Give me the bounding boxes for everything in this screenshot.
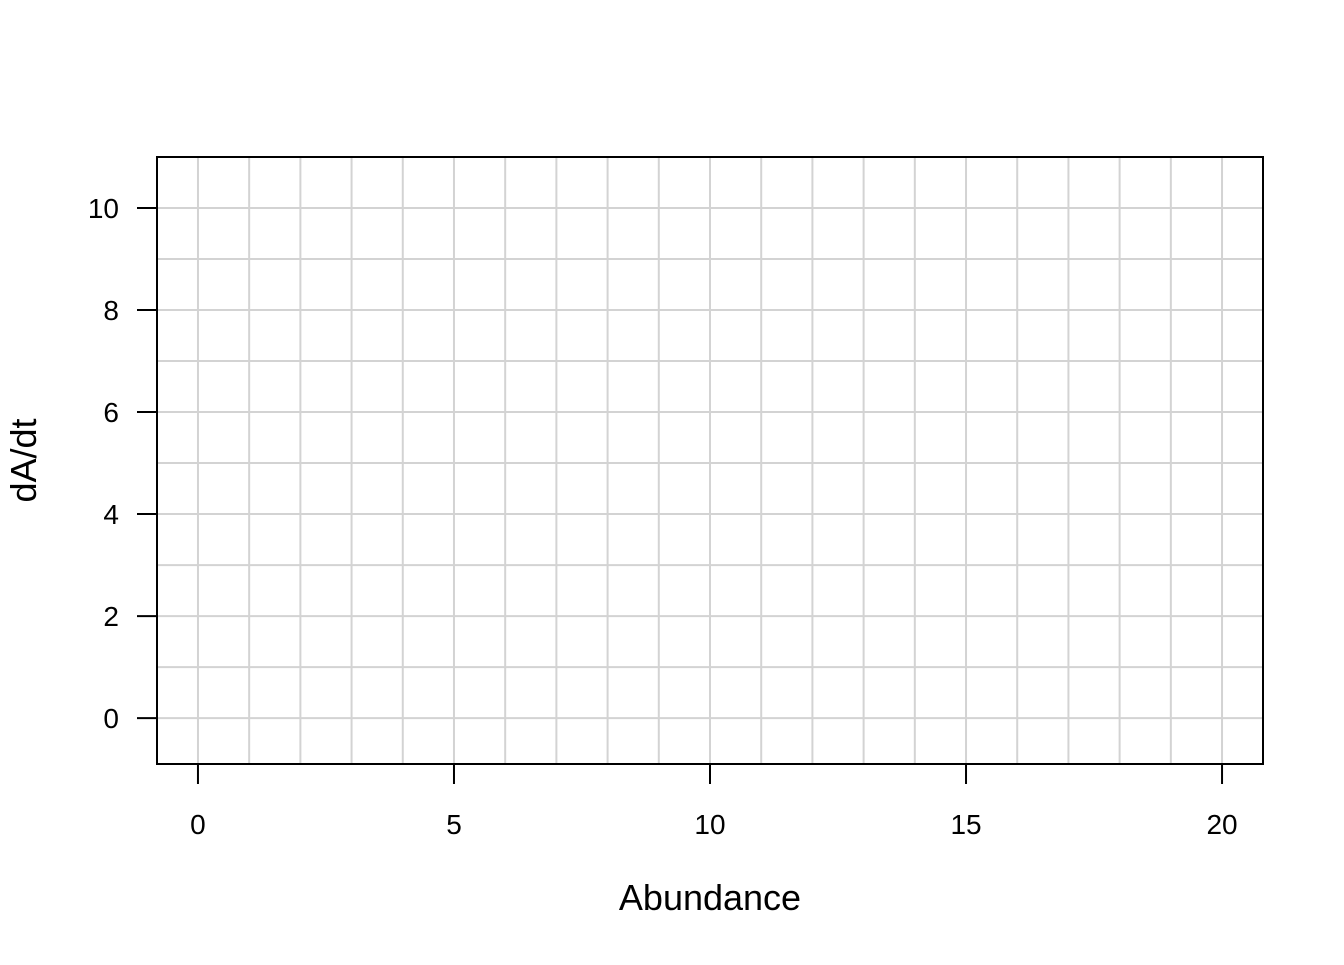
x-tick-label: 15 (950, 809, 981, 840)
y-tick-label: 8 (103, 295, 119, 326)
y-tick-label: 2 (103, 601, 119, 632)
grid-lines (157, 157, 1263, 764)
x-tick-label: 10 (694, 809, 725, 840)
x-axis-label: Abundance (619, 877, 801, 918)
x-tick-label: 5 (446, 809, 462, 840)
x-axis: 0 5 10 15 20 (190, 763, 1238, 840)
y-tick-label: 4 (103, 499, 119, 530)
y-axis: 0 2 4 6 8 10 (88, 193, 158, 734)
y-axis-label: dA/dt (3, 418, 44, 502)
y-tick-label: 0 (103, 703, 119, 734)
x-tick-label: 20 (1206, 809, 1237, 840)
y-tick-label: 10 (88, 193, 119, 224)
y-tick-label: 6 (103, 397, 119, 428)
x-tick-label: 0 (190, 809, 206, 840)
